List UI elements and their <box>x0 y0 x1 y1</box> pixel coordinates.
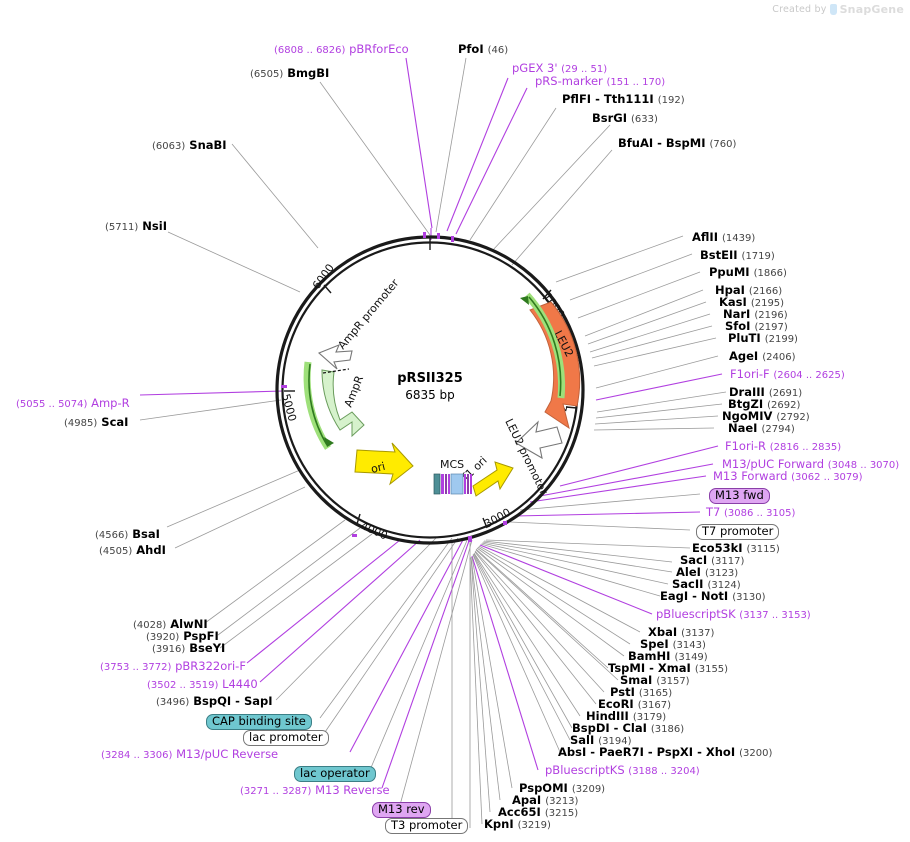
boxed-label-cap-binding-site[interactable]: CAP binding site <box>206 714 312 730</box>
label-BsaI[interactable]: (4566) BsaI <box>95 527 160 541</box>
label-DraIII[interactable]: DraIII (2691) <box>729 385 803 399</box>
label-M13pUC-Forward[interactable]: M13/pUC Forward (3048 .. 3070) <box>722 457 900 471</box>
label-pGEX3[interactable]: pGEX 3' (29 .. 51) <box>512 61 608 75</box>
label-BsrGI[interactable]: BsrGI (633) <box>592 111 658 125</box>
svg-text:4000: 4000 <box>359 519 390 543</box>
label-pRS-marker[interactable]: pRS-marker (151 .. 170) <box>535 74 666 88</box>
label-ApaI[interactable]: ApaI (3213) <box>512 793 579 807</box>
feature-ampr-promoter[interactable]: AmpR promoter <box>317 276 402 374</box>
svg-text:MCS: MCS <box>440 458 464 471</box>
label-BmgBI[interactable]: (6505) BmgBI <box>250 66 330 80</box>
svg-text:LEU2 promoter: LEU2 promoter <box>502 417 550 497</box>
boxed-label-m13-rev[interactable]: M13 rev <box>372 802 431 818</box>
label-M13-Reverse[interactable]: (3271 .. 3287) M13 Reverse <box>240 783 390 797</box>
label-pBluescriptSK[interactable]: pBluescriptSK (3137 .. 3153) <box>656 607 811 621</box>
svg-text:6000: 6000 <box>310 261 337 291</box>
brand-prefix: Created by <box>772 4 827 15</box>
label-F1ori-F[interactable]: F1ori-F (2604 .. 2625) <box>730 367 845 381</box>
label-EagI-NotI[interactable]: EagI - NotI (3130) <box>660 589 766 603</box>
label-BseYI[interactable]: (3916) BseYI <box>152 641 226 655</box>
label-PfoI[interactable]: PfoI (46) <box>458 42 509 56</box>
label-NsiI[interactable]: (5711) NsiI <box>105 219 167 233</box>
boxed-label-t3-promoter[interactable]: T3 promoter <box>385 818 469 834</box>
feature-leu2-arc <box>520 292 566 399</box>
label-HindIII[interactable]: HindIII (3179) <box>586 709 667 723</box>
feature-mcs[interactable]: MCS <box>433 458 472 495</box>
plasmid-size: 6835 bp <box>405 388 455 402</box>
label-SacII[interactable]: SacII (3124) <box>672 577 741 591</box>
label-ScaI[interactable]: (4985) ScaI <box>64 415 129 429</box>
svg-text:5000: 5000 <box>279 392 299 422</box>
boxed-label-m13-fwd[interactable]: M13 fwd <box>709 488 770 504</box>
label-pBluescriptKS[interactable]: pBluescriptKS (3188 .. 3204) <box>545 763 700 777</box>
boxed-label-t7-promoter[interactable]: T7 promoter <box>696 524 780 540</box>
label-Acc65I[interactable]: Acc65I (3215) <box>498 805 579 819</box>
svg-text:AmpR promoter: AmpR promoter <box>335 276 401 352</box>
brand-name: SnapGene <box>839 3 904 16</box>
backbone-site-ticks <box>281 232 507 542</box>
label-pBRforEco[interactable]: (6808 .. 6826) pBRforEco <box>274 42 409 56</box>
leader-lines-top <box>319 57 613 266</box>
feature-ori[interactable]: ori <box>354 442 414 486</box>
label-pBR322ori-F[interactable]: (3753 .. 3772) pBR322ori-F <box>100 659 246 673</box>
label-SpeI[interactable]: SpeI (3143) <box>640 637 706 651</box>
label-KpnI[interactable]: KpnI (3219) <box>484 817 551 831</box>
label-BamHI[interactable]: BamHI (3149) <box>628 649 708 663</box>
label-M13-Forward[interactable]: M13 Forward (3062 .. 3079) <box>713 469 863 483</box>
label-XbaI[interactable]: XbaI (3137) <box>648 625 715 639</box>
label-F1ori-R[interactable]: F1ori-R (2816 .. 2835) <box>725 439 842 453</box>
feature-leu2[interactable]: LEU2 <box>529 301 581 430</box>
label-BfuAI-BspMI[interactable]: BfuAI - BspMI (760) <box>618 136 737 150</box>
label-T7-primer[interactable]: T7 (3086 .. 3105) <box>706 505 796 519</box>
label-L4440[interactable]: (3502 .. 3519) L4440 <box>147 677 258 691</box>
label-EcoRI[interactable]: EcoRI (3167) <box>598 697 671 711</box>
label-BstEII[interactable]: BstEII (1719) <box>700 248 775 262</box>
label-AhdI[interactable]: (4505) AhdI <box>99 543 166 557</box>
label-HpaI[interactable]: HpaI (2166) <box>715 283 783 297</box>
boxed-label-lac-promoter[interactable]: lac promoter <box>243 730 329 746</box>
label-SacI[interactable]: SacI (3117) <box>680 553 745 567</box>
label-SalI[interactable]: SalI (3194) <box>570 733 632 747</box>
feature-ampr-arc <box>303 361 334 450</box>
label-M13pUC-Reverse[interactable]: (3284 .. 3306) M13/pUC Reverse <box>101 747 279 761</box>
leader-lines-left <box>139 143 473 828</box>
label-SfoI[interactable]: SfoI (2197) <box>725 319 788 333</box>
label-AgeI[interactable]: AgeI (2406) <box>729 349 796 363</box>
plasmid-name: pRSII325 <box>397 371 463 386</box>
feature-leu2-promoter[interactable]: LEU2 promoter <box>502 417 563 497</box>
label-NarI[interactable]: NarI (2196) <box>723 307 788 321</box>
label-PflFI-Tth111I[interactable]: PflFI - Tth111I (192) <box>562 92 685 106</box>
label-PpuMI[interactable]: PpuMI (1866) <box>709 265 787 279</box>
leader-lines-right-upper <box>509 235 727 531</box>
label-PspFI[interactable]: (3920) PspFI <box>146 629 219 643</box>
label-Amp-R[interactable]: (5055 .. 5074) Amp-R <box>16 396 130 410</box>
label-Eco53kI[interactable]: Eco53kI (3115) <box>692 541 780 555</box>
label-BspDI-ClaI[interactable]: BspDI - ClaI (3186) <box>572 721 685 735</box>
snapgene-logo-icon <box>829 4 837 15</box>
label-SmaI[interactable]: SmaI (3157) <box>620 673 690 687</box>
label-TspMI-XmaI[interactable]: TspMI - XmaI (3155) <box>608 661 729 675</box>
label-PluTI[interactable]: PluTI (2199) <box>728 331 798 345</box>
label-AlwNI[interactable]: (4028) AlwNI <box>133 617 208 631</box>
leader-lines-right-lower <box>469 539 691 825</box>
label-BspQI-SapI[interactable]: (3496) BspQI - SapI <box>156 694 273 708</box>
svg-text:ori: ori <box>370 460 387 476</box>
label-AleI[interactable]: AleI (3123) <box>676 565 739 579</box>
snapgene-brand: Created by SnapGene <box>772 3 904 16</box>
label-PstI[interactable]: PstI (3165) <box>610 685 673 699</box>
plasmid-title-block: pRSII325 6835 bp <box>330 371 530 402</box>
label-NaeI[interactable]: NaeI (2794) <box>728 421 795 435</box>
label-SnaBI[interactable]: (6063) SnaBI <box>152 138 227 152</box>
label-BtgZI[interactable]: BtgZI (2692) <box>728 397 801 411</box>
label-NgoMIV[interactable]: NgoMIV (2792) <box>722 409 810 423</box>
label-AflII[interactable]: AflII (1439) <box>692 230 756 244</box>
label-KasI[interactable]: KasI (2195) <box>719 295 785 309</box>
label-AbsI-PaeR7I-PspXI-XhoI[interactable]: AbsI - PaeR7I - PspXI - XhoI (3200) <box>558 745 773 759</box>
label-PspOMI[interactable]: PspOMI (3209) <box>519 781 606 795</box>
boxed-label-lac-operator[interactable]: lac operator <box>294 766 376 782</box>
